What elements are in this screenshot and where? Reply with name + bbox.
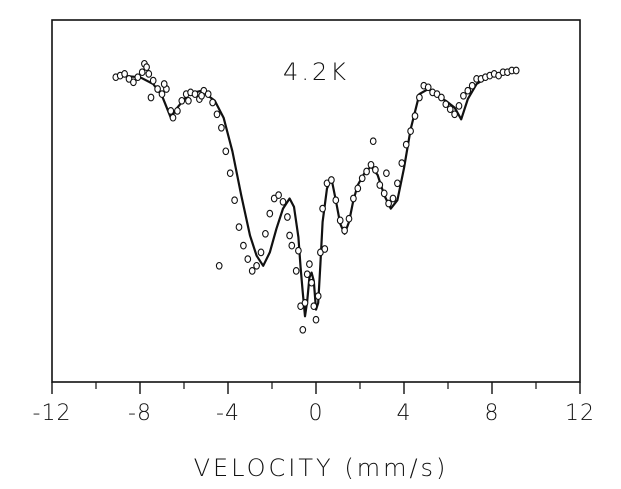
data-point (158, 90, 166, 98)
data-point (147, 93, 155, 102)
data-point (275, 191, 282, 199)
data-point (204, 90, 212, 98)
data-point (138, 68, 146, 77)
data-point (253, 261, 260, 270)
data-point (121, 70, 128, 78)
data-point (464, 86, 472, 95)
data-point (411, 112, 419, 120)
x-axis-ticks (51, 382, 581, 394)
data-point (455, 102, 463, 110)
data-point (235, 223, 243, 231)
x-tick-label: -8 (128, 401, 152, 426)
data-point (319, 204, 326, 213)
data-point (226, 169, 234, 178)
data-point (442, 100, 450, 109)
data-point (372, 166, 379, 174)
data-point (149, 76, 157, 85)
x-tick-label: 8 (485, 401, 500, 426)
data-point (295, 246, 302, 255)
data-point (266, 209, 274, 218)
data-point (468, 81, 476, 90)
data-point (345, 214, 353, 223)
data-point (398, 159, 406, 167)
data-point (438, 93, 445, 102)
data-point (145, 70, 153, 78)
data-point (178, 96, 186, 105)
data-point (185, 96, 192, 105)
data-point (451, 110, 458, 119)
data-point (380, 189, 388, 198)
data-point (198, 91, 205, 100)
data-point (407, 127, 414, 135)
x-tick-label: 12 (565, 401, 595, 426)
data-point (314, 292, 322, 300)
data-point (402, 140, 410, 149)
data-point (240, 241, 247, 250)
data-point (209, 98, 216, 107)
data-point (213, 110, 221, 119)
data-point (284, 213, 291, 221)
data-point (310, 302, 318, 311)
data-point (512, 66, 520, 75)
data-point (130, 78, 137, 87)
data-point (279, 197, 287, 206)
data-point (383, 169, 390, 178)
x-tick-label: -12 (33, 401, 72, 426)
data-point (160, 80, 168, 88)
data-point (354, 184, 362, 193)
data-point (231, 196, 238, 205)
data-point (321, 245, 329, 253)
data-point (424, 83, 432, 92)
data-point (299, 325, 307, 334)
data-point (358, 174, 366, 183)
data-point (167, 107, 175, 115)
x-axis-title: VELOCITY (mm/s) (194, 454, 449, 482)
data-point (301, 299, 309, 307)
data-point (303, 270, 311, 279)
data-point (306, 260, 313, 268)
data-point (312, 315, 320, 324)
data-point (292, 267, 300, 275)
data-point (367, 160, 375, 169)
data-point (328, 176, 335, 184)
data-point (248, 267, 256, 275)
data-points-layer (112, 59, 520, 334)
data-point (154, 85, 161, 93)
x-tick-label: 4 (397, 401, 412, 426)
data-point (350, 194, 357, 203)
data-point (389, 194, 397, 203)
data-point (215, 261, 223, 270)
data-point (369, 137, 377, 146)
data-point (222, 147, 230, 156)
data-point (363, 167, 370, 176)
data-point (394, 179, 401, 188)
data-point (460, 91, 467, 100)
data-point (143, 63, 150, 71)
x-axis-tick-labels: -12 -8 -4 0 4 8 12 (33, 401, 595, 426)
data-point (169, 113, 177, 122)
data-point (341, 226, 348, 235)
data-point (218, 123, 225, 132)
data-point (262, 229, 269, 238)
data-point (446, 105, 454, 114)
data-point (308, 278, 315, 287)
data-point (385, 199, 392, 208)
x-tick-label: -4 (216, 401, 240, 426)
data-point (332, 196, 340, 205)
data-point (174, 107, 181, 115)
data-point (244, 255, 252, 263)
data-point (257, 248, 265, 257)
data-point (288, 241, 296, 250)
data-point (134, 73, 142, 82)
data-point (376, 181, 384, 189)
data-point (416, 93, 423, 102)
temperature-annotation: 4.2K (283, 58, 349, 86)
x-tick-label: 0 (309, 401, 324, 426)
data-point (191, 90, 199, 98)
data-point (336, 216, 344, 225)
data-point (286, 231, 293, 240)
